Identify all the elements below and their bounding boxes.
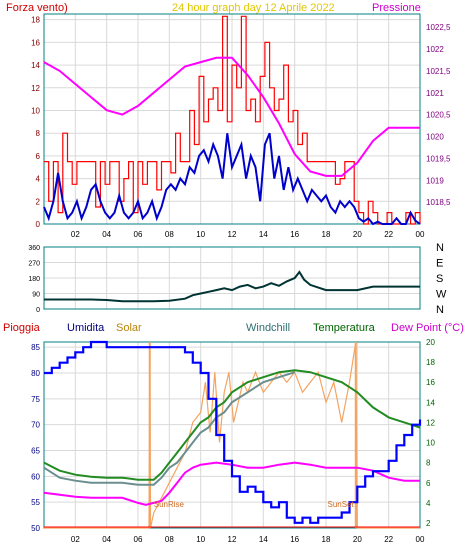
wind-y-tick: 12 <box>31 84 40 93</box>
temperature-y-tick: 16 <box>426 378 435 387</box>
humidity-y-tick: 70 <box>31 421 40 430</box>
humidity-series <box>44 340 422 524</box>
wind-x-tick: 02 <box>71 230 80 239</box>
pressure-series <box>43 56 420 177</box>
wind-x-tick: 14 <box>259 230 268 239</box>
wind-speed-axis-title: Forza vento) <box>6 2 68 14</box>
direction-y-tick: 0 <box>36 307 40 314</box>
wind-speed-series <box>44 15 421 225</box>
direction-y-tick: 360 <box>28 245 40 252</box>
wind-x-tick: 22 <box>384 230 393 239</box>
humidity-y-tick: 60 <box>31 472 40 481</box>
direction-compass-tick: E <box>436 258 443 270</box>
pressure-y-tick: 1019,5 <box>426 154 451 163</box>
humidity-label: Umidita <box>67 322 105 334</box>
wind-x-tick: 18 <box>322 230 331 239</box>
solar-label: Solar <box>116 322 142 334</box>
weather-x-tick: 06 <box>134 535 143 544</box>
chart-title: 24 hour graph day 12 Aprile 2022 <box>172 2 335 14</box>
direction-compass-tick: N <box>436 242 444 254</box>
wind-x-tick: 06 <box>134 230 143 239</box>
sunrise-label: SunRise <box>154 500 185 509</box>
sunset-label: SunSet <box>328 500 355 509</box>
wind-x-tick: 20 <box>353 230 362 239</box>
wind-y-tick: 10 <box>31 106 40 115</box>
pressure-y-tick: 1022 <box>426 45 444 54</box>
wind-y-tick: 2 <box>36 197 41 206</box>
wind-y-tick: 0 <box>36 220 41 229</box>
temperature-y-tick: 2 <box>426 519 431 528</box>
wind-x-tick: 16 <box>290 230 299 239</box>
direction-y-tick: 270 <box>28 261 40 268</box>
windchill-series <box>43 371 296 486</box>
wind-y-tick: 4 <box>36 175 41 184</box>
pressure-y-tick: 1020 <box>426 133 444 142</box>
wind-y-tick: 16 <box>31 38 40 47</box>
temperature-y-tick: 10 <box>426 439 435 448</box>
temperature-y-tick: 12 <box>426 418 435 427</box>
direction-y-tick: 90 <box>32 292 40 299</box>
rain-label: Pioggia <box>3 322 41 334</box>
pressure-y-tick: 1021,5 <box>426 67 451 76</box>
direction-panel-frame <box>43 246 421 310</box>
wind-x-tick: 04 <box>102 230 111 239</box>
wind-x-tick: 12 <box>228 230 237 239</box>
direction-y-tick: 180 <box>28 276 40 283</box>
pressure-y-tick: 1021 <box>426 89 444 98</box>
weather-x-tick: 10 <box>196 535 205 544</box>
humidity-y-tick: 80 <box>31 369 40 378</box>
weather-panel-frame <box>43 341 421 529</box>
weather-x-tick: 18 <box>322 535 331 544</box>
wind-y-tick: 14 <box>31 61 40 70</box>
weather-x-tick: 08 <box>165 535 174 544</box>
dewpoint-label: Dew Point (°C) <box>391 322 464 334</box>
wind-y-tick: 18 <box>31 16 40 25</box>
humidity-y-tick: 50 <box>31 524 40 533</box>
wind-x-tick: 10 <box>196 230 205 239</box>
wind-average-series <box>43 132 421 226</box>
temperature-y-tick: 18 <box>426 358 435 367</box>
pressure-y-tick: 1022,5 <box>426 23 451 32</box>
wind-panel-frame <box>43 13 421 225</box>
direction-compass-tick: N <box>436 304 444 316</box>
wind-x-tick: 00 <box>416 230 425 239</box>
wind-y-tick: 8 <box>36 129 41 138</box>
wind-x-tick: 08 <box>165 230 174 239</box>
pressure-y-tick: 1018,5 <box>426 198 451 207</box>
temperature-y-tick: 6 <box>426 479 431 488</box>
wind-direction-series <box>44 270 420 303</box>
wind-y-tick: 6 <box>36 152 41 161</box>
weather-x-tick: 02 <box>71 535 80 544</box>
humidity-y-tick: 75 <box>31 395 40 404</box>
pressure-y-tick: 1019 <box>426 176 444 185</box>
weather-x-tick: 04 <box>102 535 111 544</box>
temperature-y-tick: 8 <box>426 459 431 468</box>
humidity-y-tick: 85 <box>31 343 40 352</box>
dewpoint-series <box>43 461 420 506</box>
temperature-y-tick: 14 <box>426 398 435 407</box>
temperature-y-tick: 4 <box>426 499 431 508</box>
weather-x-tick: 12 <box>228 535 237 544</box>
weather-x-tick: 22 <box>384 535 393 544</box>
pressure-axis-title: Pressione <box>372 2 421 14</box>
direction-compass-tick: S <box>436 273 443 285</box>
solar-series <box>44 341 420 529</box>
temperature-label: Temperatura <box>313 322 376 334</box>
weather-x-tick: 16 <box>290 535 299 544</box>
windchill-label: Windchill <box>246 322 290 334</box>
weather-x-tick: 20 <box>353 535 362 544</box>
humidity-y-tick: 65 <box>31 447 40 456</box>
pressure-y-tick: 1020,5 <box>426 111 451 120</box>
temperature-y-tick: 20 <box>426 338 435 347</box>
direction-compass-tick: W <box>436 289 447 301</box>
humidity-y-tick: 55 <box>31 498 40 507</box>
weather-x-tick: 00 <box>416 535 425 544</box>
weather-x-tick: 14 <box>259 535 268 544</box>
